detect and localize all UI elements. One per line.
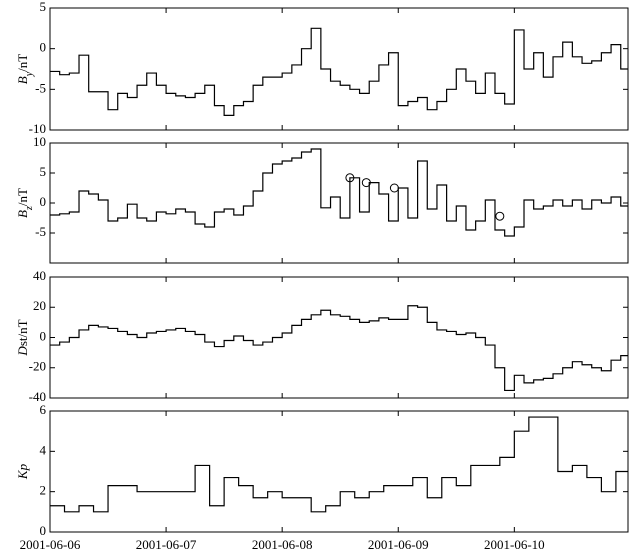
- y-axis-label-part: y: [24, 71, 35, 77]
- y-axis-label-part: /nT: [15, 54, 30, 72]
- y-axis-label-part: B: [15, 76, 30, 84]
- y-tick-label: 20: [33, 298, 46, 313]
- plot-frame: [49, 142, 629, 264]
- event-marker: [345, 173, 355, 183]
- y-tick-label: 4: [40, 442, 47, 457]
- y-tick-label: 5: [40, 164, 47, 179]
- y-tick-label: 40: [33, 268, 46, 283]
- x-tick-label: 2001-06-10: [484, 537, 545, 552]
- x-tick-label: 2001-06-07: [136, 537, 197, 552]
- y-axis-label-part: D: [15, 346, 30, 357]
- data-line: [50, 27, 628, 116]
- y-tick-label: 0: [40, 328, 47, 343]
- y-axis-label-part: /nT: [15, 188, 30, 206]
- y-axis-label: Kp: [15, 463, 30, 480]
- y-tick-label: 0: [40, 523, 47, 538]
- y-axis-label: By/nT: [15, 54, 35, 85]
- event-marker: [389, 183, 399, 193]
- event-marker: [495, 211, 505, 221]
- y-tick-label: -5: [35, 224, 46, 239]
- plot-frame: [49, 410, 629, 533]
- y-tick-label: -10: [29, 121, 46, 136]
- x-tick-label: 2001-06-09: [368, 537, 429, 552]
- x-tick-label: 2001-06-08: [252, 537, 313, 552]
- y-tick-label: -5: [35, 80, 46, 95]
- y-tick-label: 0: [40, 40, 47, 55]
- y-axis-label-part: Kp: [15, 463, 30, 480]
- data-line: [50, 305, 628, 392]
- y-axis-label-part: z: [24, 206, 35, 211]
- y-tick-label: 10: [33, 134, 46, 149]
- y-tick-label: 2: [40, 483, 47, 498]
- y-axis-label: Dst/nT: [15, 319, 30, 356]
- y-tick-label: 5: [40, 0, 47, 14]
- y-tick-label: -40: [29, 389, 46, 404]
- y-axis-label: Bz/nT: [15, 188, 35, 218]
- y-tick-label: 6: [40, 402, 47, 417]
- plot-frame: [49, 7, 629, 131]
- event-marker: [361, 178, 371, 188]
- y-axis-label-part: st/nT: [15, 319, 30, 346]
- y-tick-label: -20: [29, 359, 46, 374]
- data-line: [50, 148, 628, 237]
- data-line: [50, 416, 628, 513]
- x-tick-label: 2001-06-06: [20, 537, 81, 552]
- y-axis-label-part: B: [15, 210, 30, 218]
- y-tick-label: 0: [40, 194, 47, 209]
